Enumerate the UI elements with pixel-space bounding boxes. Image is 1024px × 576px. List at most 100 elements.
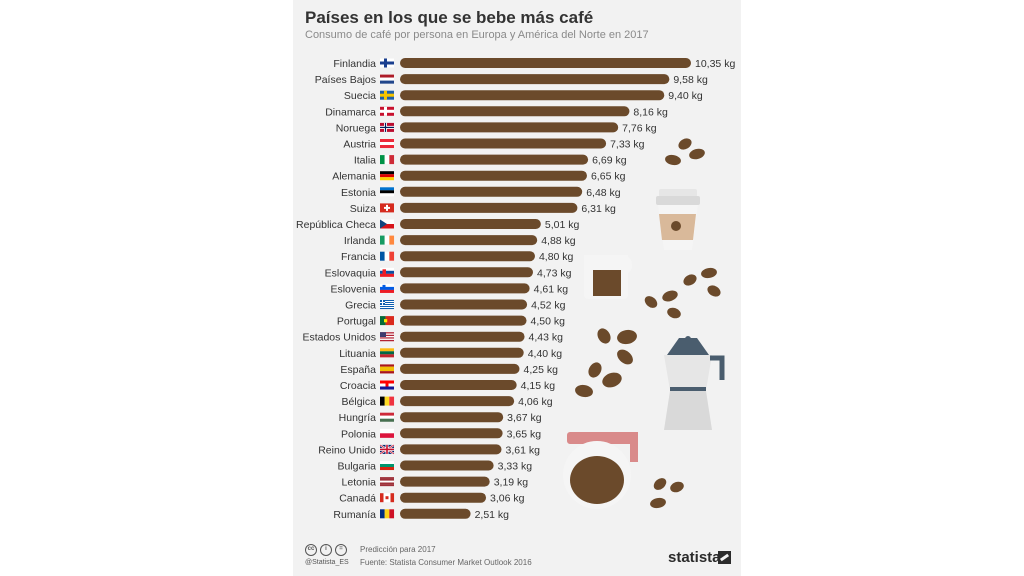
bar bbox=[400, 347, 524, 358]
prediction-note: Predicción para 2017 bbox=[360, 545, 436, 554]
country-label: España bbox=[340, 364, 376, 376]
chart-title: Países en los que se bebe más café bbox=[305, 8, 594, 27]
bar bbox=[400, 235, 538, 246]
value-label: 9,40 kg bbox=[668, 90, 703, 102]
country-label: Bulgaria bbox=[337, 461, 376, 473]
value-label: 4,88 kg bbox=[541, 235, 576, 247]
value-label: 3,33 kg bbox=[498, 461, 533, 473]
statista-logo[interactable]: statista bbox=[668, 549, 721, 566]
country-label: Dinamarca bbox=[325, 106, 376, 118]
bar bbox=[400, 331, 525, 342]
source-note: Fuente: Statista Consumer Market Outlook… bbox=[360, 558, 532, 567]
value-label: 4,73 kg bbox=[537, 267, 572, 279]
value-label: 3,65 kg bbox=[507, 428, 542, 440]
flag-se-icon bbox=[380, 90, 394, 100]
creative-commons-icon: cc bbox=[305, 544, 317, 556]
flag-us-icon bbox=[380, 332, 394, 342]
flag-cz-icon bbox=[380, 219, 394, 229]
coffee-beans-icon bbox=[575, 138, 721, 509]
bar bbox=[400, 508, 471, 519]
bar bbox=[400, 74, 670, 85]
value-label: 3,67 kg bbox=[507, 412, 542, 424]
value-label: 4,52 kg bbox=[531, 300, 566, 312]
value-label: 4,80 kg bbox=[539, 251, 574, 263]
no-derivatives-icon: = bbox=[335, 544, 347, 556]
country-label: Italia bbox=[354, 155, 376, 167]
value-label: 4,06 kg bbox=[518, 396, 553, 408]
bar bbox=[400, 267, 533, 278]
country-label: Finlandia bbox=[333, 58, 376, 70]
flag-be-icon bbox=[380, 396, 395, 406]
bar bbox=[400, 251, 535, 262]
flag-fr-icon bbox=[380, 251, 395, 261]
bar bbox=[400, 363, 520, 374]
country-label: Reino Unido bbox=[318, 444, 376, 456]
country-label: Noruega bbox=[336, 122, 376, 134]
bar bbox=[400, 138, 607, 149]
flag-hu-icon bbox=[380, 412, 394, 422]
flag-ca-icon bbox=[380, 493, 395, 503]
country-label: Letonia bbox=[342, 477, 377, 489]
flag-pt-icon bbox=[380, 316, 394, 326]
takeaway-cup-icon bbox=[656, 189, 700, 250]
value-label: 10,35 kg bbox=[695, 58, 735, 70]
country-label: Rumanía bbox=[333, 509, 376, 521]
value-label: 6,65 kg bbox=[591, 171, 626, 183]
country-label: Irlanda bbox=[344, 235, 376, 247]
flag-lt-icon bbox=[380, 348, 394, 358]
coffee-illustration bbox=[563, 138, 725, 509]
bar bbox=[400, 106, 630, 117]
bar bbox=[400, 122, 619, 133]
attribution-icon: i bbox=[320, 544, 332, 556]
flag-ie-icon bbox=[380, 235, 395, 245]
flag-ro-icon bbox=[380, 509, 395, 519]
country-label: Suecia bbox=[344, 90, 376, 102]
value-label: 4,40 kg bbox=[528, 348, 563, 360]
coffee-carafe-icon bbox=[563, 432, 638, 509]
license-icons: cc i = bbox=[305, 544, 347, 556]
statista-logo-icon bbox=[718, 551, 731, 564]
espresso-cup-icon bbox=[584, 255, 633, 299]
bar bbox=[400, 299, 528, 310]
bar bbox=[400, 154, 589, 165]
bar bbox=[400, 283, 530, 294]
bar bbox=[400, 202, 578, 213]
value-label: 9,58 kg bbox=[673, 74, 708, 86]
country-label: Portugal bbox=[337, 316, 376, 328]
country-label: Estados Unidos bbox=[302, 332, 376, 344]
bar-chart: Finlandia 10,35 kg Países Bajos 9,58 kg Suec… bbox=[296, 58, 735, 521]
value-label: 4,25 kg bbox=[523, 364, 558, 376]
value-label: 7,33 kg bbox=[610, 139, 645, 151]
flag-de-icon bbox=[380, 171, 394, 181]
flag-lv-icon bbox=[380, 477, 394, 487]
flag-bg-icon bbox=[380, 461, 394, 471]
bar bbox=[400, 428, 503, 439]
moka-pot-icon bbox=[664, 336, 725, 430]
value-label: 8,16 kg bbox=[633, 106, 668, 118]
bar bbox=[400, 444, 502, 455]
bar bbox=[400, 58, 691, 68]
value-label: 2,51 kg bbox=[475, 509, 510, 521]
country-label: Canadá bbox=[339, 493, 376, 505]
flag-no-icon bbox=[380, 122, 394, 132]
country-label: Francia bbox=[341, 251, 376, 263]
bar bbox=[400, 170, 587, 181]
bar-rows: Finlandia 10,35 kg Países Bajos 9,58 kg Suec… bbox=[296, 58, 735, 521]
country-label: Eslovaquia bbox=[325, 267, 377, 279]
bar bbox=[400, 186, 583, 197]
country-label: Croacia bbox=[340, 380, 376, 392]
flag-nl-icon bbox=[380, 74, 394, 84]
flag-gb-icon bbox=[379, 444, 395, 455]
flag-sk-icon bbox=[380, 267, 394, 277]
country-label: Estonia bbox=[341, 187, 376, 199]
flag-es-icon bbox=[380, 364, 394, 374]
value-label: 4,15 kg bbox=[521, 380, 556, 392]
flag-ch-icon bbox=[380, 203, 394, 213]
value-label: 6,48 kg bbox=[586, 187, 621, 199]
flag-ee-icon bbox=[380, 187, 394, 197]
flag-si-icon bbox=[380, 283, 394, 293]
bar bbox=[400, 492, 487, 503]
bar bbox=[400, 476, 490, 487]
flag-dk-icon bbox=[380, 106, 394, 116]
country-label: Suiza bbox=[350, 203, 376, 215]
